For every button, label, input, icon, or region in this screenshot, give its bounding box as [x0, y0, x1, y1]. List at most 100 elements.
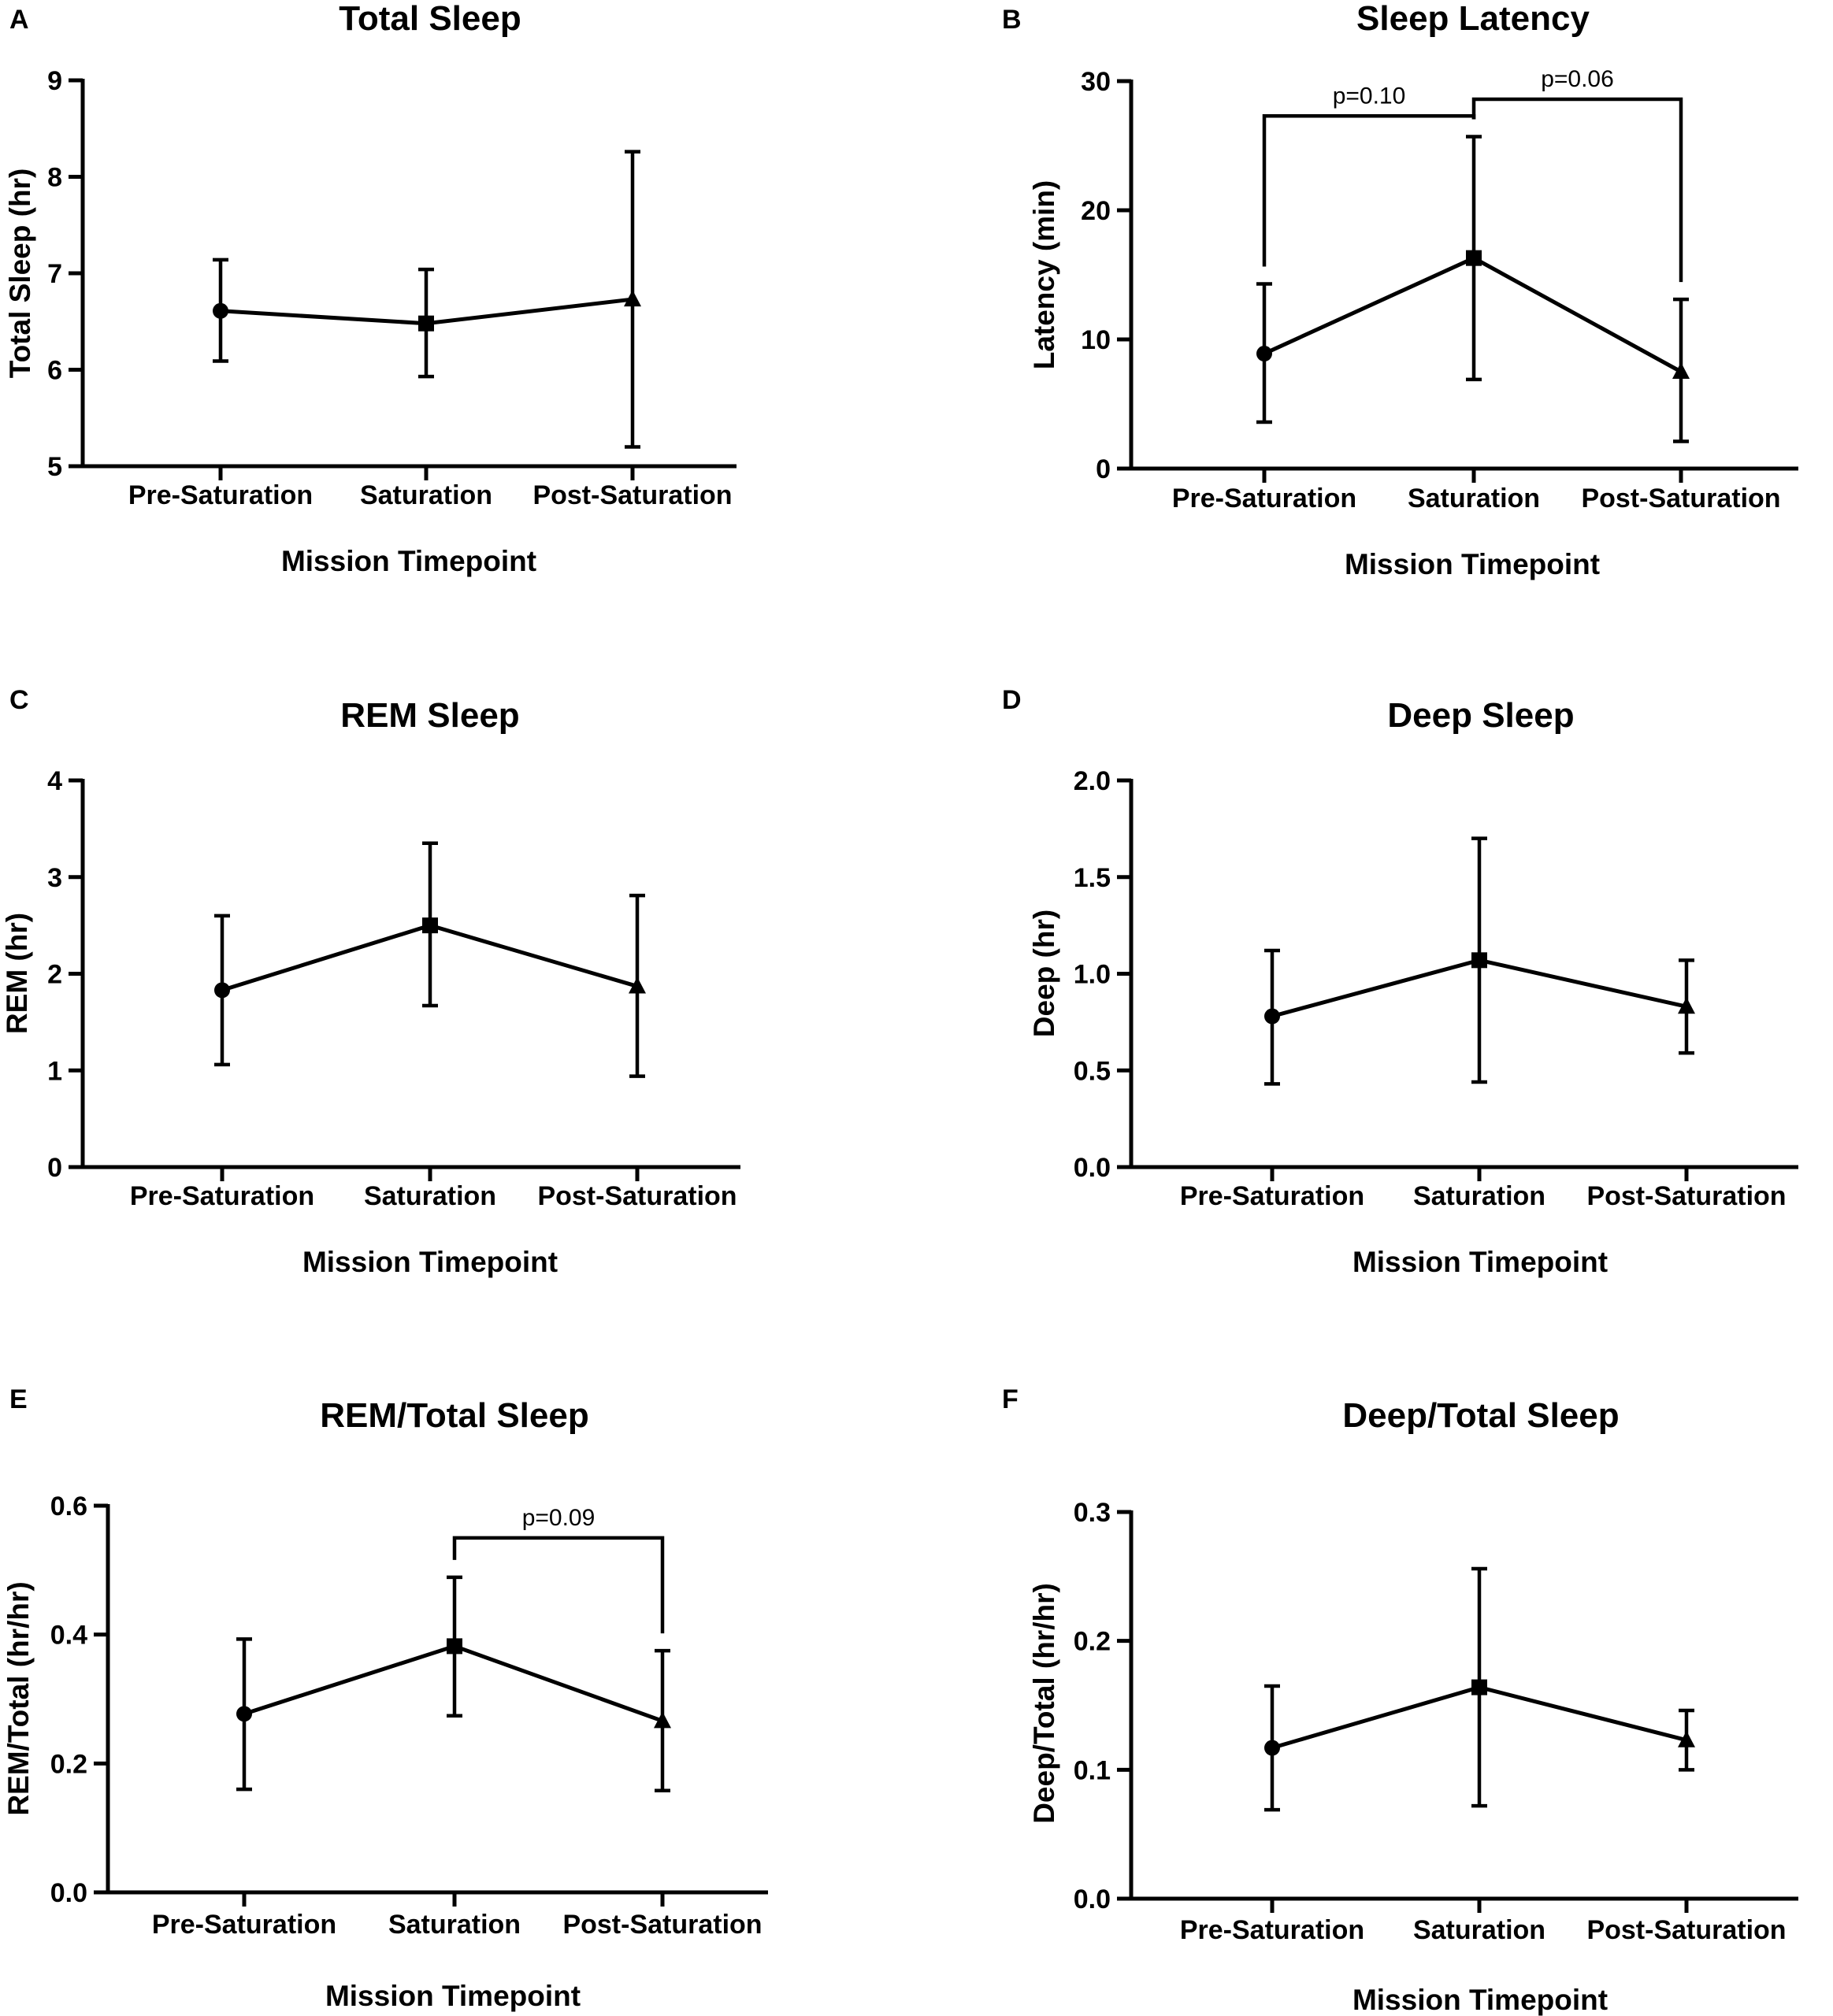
x-tick-label: Pre-Saturation	[1180, 1181, 1364, 1211]
y-tick-label: 0.4	[50, 1621, 87, 1651]
y-tick-label: 20	[1081, 196, 1111, 226]
data-point-triangle	[629, 976, 646, 994]
y-tick-label: 3	[47, 863, 62, 893]
chart-panel-a: A Total Sleep 5 6 7 8 9 Pre-Saturation Saturatio…	[4, 0, 737, 577]
x-axis-label: Mission Timepoint	[325, 1980, 581, 2012]
x-tick-label: Pre-Saturation	[1172, 484, 1356, 513]
y-tick-label: 6	[47, 356, 62, 386]
data-point-triangle	[1678, 997, 1695, 1014]
y-tick-label: 2	[47, 960, 62, 990]
y-tick-label: 8	[47, 163, 62, 193]
data-point-square	[1471, 1679, 1487, 1695]
chart-title: Total Sleep	[339, 0, 521, 38]
chart-title: REM/Total Sleep	[320, 1396, 588, 1435]
panel-letter: F	[1002, 1384, 1019, 1414]
y-axis-label: Total Sleep (hr)	[4, 169, 36, 379]
y-tick-label: 0.0	[1074, 1884, 1111, 1914]
x-axis-label: Mission Timepoint	[1345, 548, 1600, 580]
y-tick-label: 0.0	[50, 1878, 87, 1908]
y-tick-label: 0.3	[1074, 1498, 1111, 1528]
y-tick-label: 0	[1096, 454, 1111, 484]
chart-panel-f: F Deep/Total Sleep 0.0 0.1 0.2 0.3 Pre-Saturat…	[1002, 1384, 1798, 2016]
x-tick-label: Post-Saturation	[537, 1181, 737, 1211]
x-tick-label: Post-Saturation	[562, 1910, 762, 1940]
y-tick-label: 7	[47, 259, 62, 289]
y-axis-label: Deep (hr)	[1028, 910, 1060, 1037]
p-value-label: p=0.06	[1541, 66, 1614, 92]
significance-bracket	[1471, 97, 1683, 283]
chart-title: Deep/Total Sleep	[1342, 1396, 1619, 1435]
chart-panel-c: C REM Sleep 0 1 2 3 4 Pre-Saturation Saturation P…	[1, 685, 740, 1278]
y-tick-label: 0	[47, 1153, 62, 1183]
x-axis-label: Mission Timepoint	[1352, 1984, 1608, 2016]
chart-panel-d: D Deep Sleep 0.0 0.5 1.0 1.5 2.0 Pre-Saturation…	[1002, 685, 1798, 1278]
panel-letter: A	[9, 5, 29, 35]
chart-title: Deep Sleep	[1387, 696, 1574, 735]
data-point-circle	[214, 982, 230, 999]
x-tick-label: Saturation	[1413, 1915, 1545, 1945]
data-point-circle	[1256, 346, 1272, 362]
chart-panel-b: B Sleep Latency 0 10 20 30 Pre-Saturation Satur…	[1002, 0, 1798, 580]
y-tick-label: 30	[1081, 67, 1111, 97]
y-tick-label: 1.0	[1074, 960, 1111, 990]
panel-letter: E	[9, 1384, 28, 1414]
y-axis-label: Latency (min)	[1028, 180, 1060, 370]
data-point-triangle	[624, 290, 641, 307]
y-tick-label: 0.2	[50, 1749, 87, 1779]
panel-letter: C	[9, 685, 29, 715]
y-tick-label: 9	[47, 66, 62, 96]
y-tick-label: 1.5	[1074, 863, 1111, 893]
x-tick-label: Pre-Saturation	[128, 480, 313, 510]
data-point-square	[422, 917, 438, 934]
p-value-label: p=0.09	[522, 1505, 596, 1531]
x-axis-label: Mission Timepoint	[281, 545, 536, 577]
x-axis-label: Mission Timepoint	[1352, 1246, 1608, 1278]
data-point-square	[1466, 250, 1482, 266]
x-tick-label: Post-Saturation	[1586, 1915, 1786, 1945]
panel-letter: B	[1002, 5, 1022, 35]
x-axis-label: Mission Timepoint	[302, 1246, 558, 1278]
p-value-label: p=0.10	[1333, 83, 1406, 109]
chart-panel-e: E REM/Total Sleep 0.0 0.2 0.4 0.6 Pre-Saturati…	[2, 1384, 768, 2012]
y-tick-label: 2.0	[1074, 766, 1111, 796]
x-tick-label: Saturation	[388, 1910, 521, 1940]
x-tick-label: Post-Saturation	[532, 480, 732, 510]
y-tick-label: 0.2	[1074, 1627, 1111, 1657]
chart-title: Sleep Latency	[1356, 0, 1590, 38]
x-tick-label: Saturation	[364, 1181, 496, 1211]
x-tick-label: Pre-Saturation	[152, 1910, 336, 1940]
significance-bracket	[452, 1536, 665, 1634]
data-point-square	[447, 1638, 462, 1655]
data-point-circle	[213, 302, 228, 319]
x-tick-label: Saturation	[1413, 1181, 1545, 1211]
y-tick-label: 0.0	[1074, 1153, 1111, 1183]
significance-bracket	[1262, 114, 1476, 267]
y-tick-label: 10	[1081, 325, 1111, 355]
y-tick-label: 0.1	[1074, 1755, 1111, 1785]
y-axis-label: Deep/Total (hr/hr)	[1028, 1583, 1060, 1824]
data-point-triangle	[1678, 1730, 1695, 1747]
data-point-square	[418, 315, 434, 332]
y-tick-label: 4	[47, 766, 62, 796]
x-tick-label: Post-Saturation	[1586, 1181, 1786, 1211]
x-tick-label: Saturation	[360, 480, 492, 510]
data-point-square	[1471, 952, 1487, 969]
y-tick-label: 0.6	[50, 1492, 87, 1521]
x-tick-label: Pre-Saturation	[1180, 1915, 1364, 1945]
data-point-triangle	[1672, 362, 1690, 379]
x-tick-label: Saturation	[1408, 484, 1540, 513]
data-point-circle	[236, 1706, 252, 1722]
data-point-circle	[1264, 1740, 1280, 1756]
panel-letter: D	[1002, 685, 1022, 715]
data-point-circle	[1264, 1008, 1280, 1025]
y-tick-label: 0.5	[1074, 1056, 1111, 1086]
y-tick-label: 1	[47, 1056, 62, 1086]
y-axis-label: REM (hr)	[1, 913, 33, 1034]
chart-title: REM Sleep	[340, 696, 519, 735]
x-tick-label: Post-Saturation	[1581, 484, 1780, 513]
y-axis-label: REM/Total (hr/hr)	[2, 1581, 35, 1815]
data-point-triangle	[654, 1711, 671, 1729]
x-tick-label: Pre-Saturation	[130, 1181, 314, 1211]
y-tick-label: 5	[47, 452, 62, 482]
